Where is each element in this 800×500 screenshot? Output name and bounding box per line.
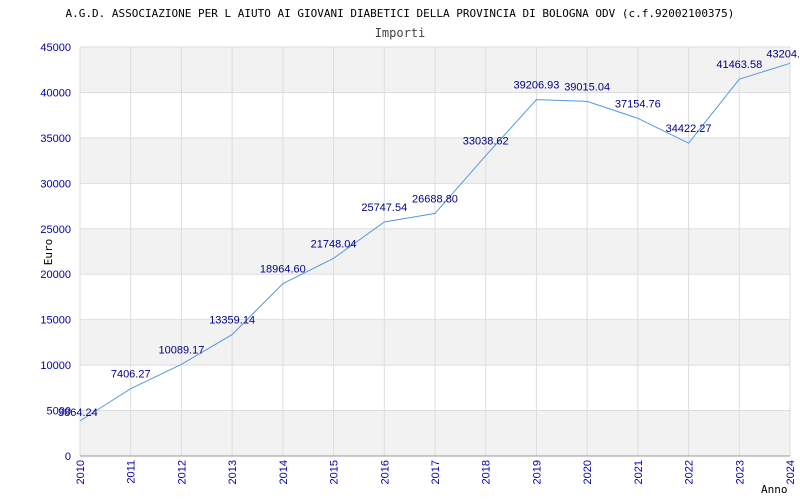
data-label: 21748.04 xyxy=(311,238,357,250)
x-tick-label: 2012 xyxy=(176,460,188,484)
y-tick-label: 40000 xyxy=(40,87,71,99)
data-label: 34422.27 xyxy=(666,123,712,135)
y-tick-label: 10000 xyxy=(40,360,71,372)
x-tick-label: 2011 xyxy=(126,460,138,484)
x-tick-label: 2016 xyxy=(379,460,391,484)
data-label: 10089.17 xyxy=(158,344,204,356)
data-label: 37154.76 xyxy=(615,98,661,110)
data-label: 7406.27 xyxy=(111,369,151,381)
x-tick-label: 2021 xyxy=(633,460,645,484)
x-tick-label: 2023 xyxy=(734,460,746,484)
y-tick-label: 45000 xyxy=(40,42,71,54)
series-polyline xyxy=(79,62,791,422)
y-tick-label: 15000 xyxy=(40,315,71,327)
x-tick-label: 2013 xyxy=(227,460,239,484)
chart-subtitle: Importi xyxy=(375,26,426,40)
y-tick-label: 5000 xyxy=(47,406,71,418)
chart-title: A.G.D. ASSOCIAZIONE PER L AIUTO AI GIOVA… xyxy=(66,7,735,20)
data-label: 39206.93 xyxy=(513,80,559,92)
y-axis-label: Euro xyxy=(42,239,55,266)
data-label: 25747.54 xyxy=(361,202,407,214)
y-tick-label: 35000 xyxy=(40,133,71,145)
series-line xyxy=(79,62,791,422)
x-tick-label: 2010 xyxy=(75,460,87,484)
data-labels: 3864.24 7406.27 10089.17 13359.14 18964.60 21… xyxy=(58,48,800,419)
data-label: 33038.62 xyxy=(463,136,509,148)
x-tick-label: 2024 xyxy=(785,460,797,484)
data-label: 26688.80 xyxy=(412,193,458,205)
x-tick-labels: 2010 2011 2012 2013 2014 2015 2016 2017 2018 2019… xyxy=(75,460,797,484)
y-tick-label: 0 xyxy=(65,451,71,463)
y-tick-label: 25000 xyxy=(40,224,71,236)
x-tick-label: 2019 xyxy=(531,460,543,484)
x-tick-label: 2015 xyxy=(329,460,341,484)
x-tick-label: 2018 xyxy=(481,460,493,484)
y-tick-label: 30000 xyxy=(40,178,71,190)
y-tick-label: 20000 xyxy=(40,269,71,281)
data-label: 3864.24 xyxy=(58,407,98,419)
data-label: 13359.14 xyxy=(209,315,255,327)
data-label: 41463.58 xyxy=(716,59,762,71)
data-label: 43204. xyxy=(766,48,800,60)
x-tick-label: 2022 xyxy=(684,460,696,484)
data-label: 18964.60 xyxy=(260,264,306,276)
data-label: 39015.04 xyxy=(564,81,610,93)
x-axis-label: Anno xyxy=(761,483,788,496)
y-tick-labels: 0 5000 10000 15000 20000 25000 30000 35000 40000… xyxy=(40,42,71,463)
x-tick-label: 2014 xyxy=(278,460,290,484)
x-tick-label: 2017 xyxy=(430,460,442,484)
grid-lines xyxy=(79,46,791,457)
x-tick-label: 2020 xyxy=(582,460,594,484)
